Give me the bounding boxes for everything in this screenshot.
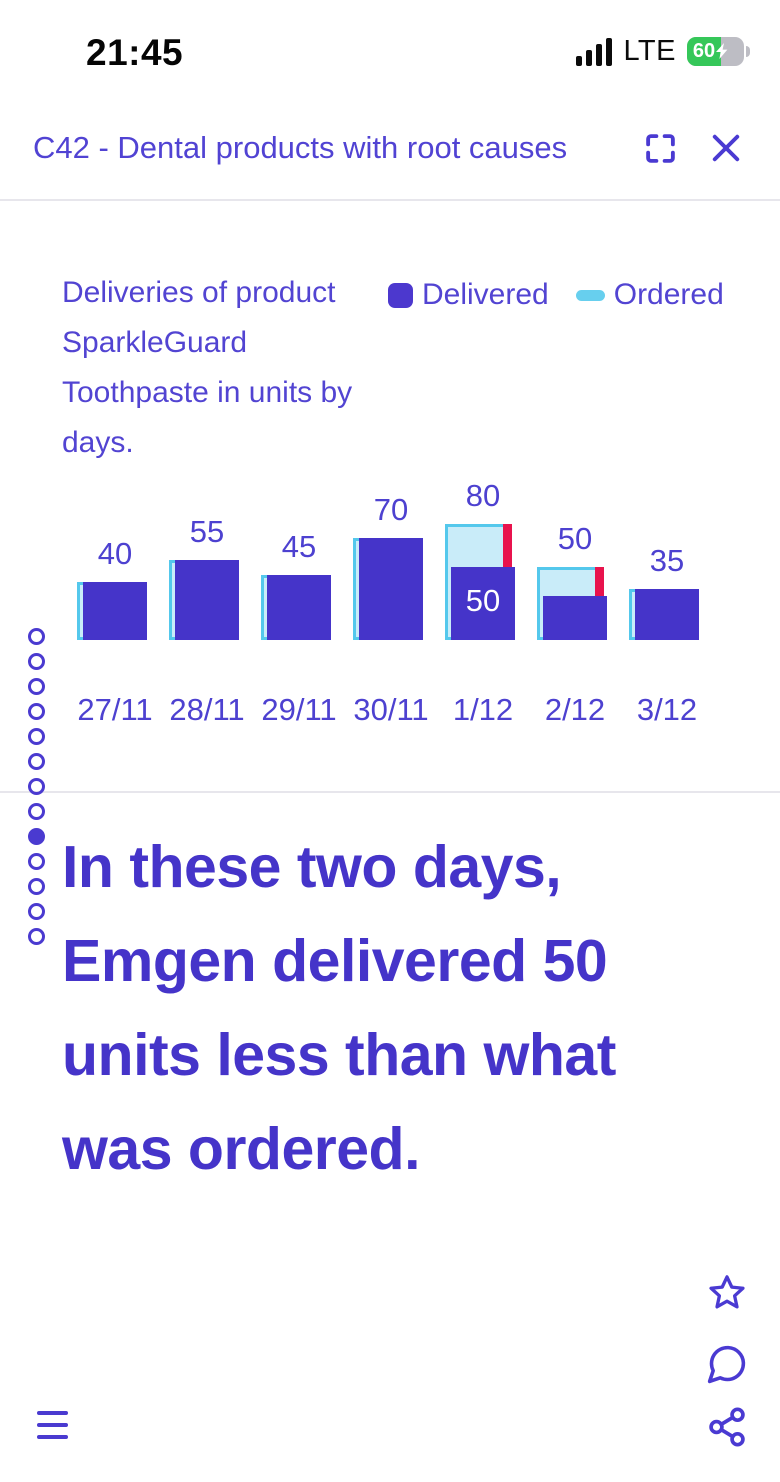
x-tick-label: 29/11: [261, 692, 337, 727]
headline-line: was ordered.: [62, 1116, 420, 1182]
page-dot-10[interactable]: [28, 853, 45, 870]
bar-value-label: 70: [373, 492, 409, 527]
page-dot-6[interactable]: [28, 753, 45, 770]
delivered-bar: [543, 596, 607, 640]
bar-plot: 40 55 45 70 50 80 50 35: [69, 465, 713, 640]
network-type-label: LTE: [623, 35, 676, 67]
bar-group-3/12[interactable]: 35: [621, 465, 713, 640]
page-dot-1[interactable]: [28, 628, 45, 645]
hamburger-icon: [37, 1411, 68, 1415]
fullscreen-icon: [646, 134, 675, 163]
bar-group-27/11[interactable]: 40: [69, 465, 161, 640]
page-dot-9[interactable]: [28, 828, 45, 845]
delivered-bar: [175, 560, 239, 640]
legend-label-ordered: Ordered: [613, 278, 724, 311]
ordered-swatch-icon: [575, 289, 605, 301]
x-tick-label: 1/12: [452, 692, 514, 727]
page-dot-3[interactable]: [28, 678, 45, 695]
page-dot-11[interactable]: [28, 878, 45, 895]
x-tick-label: 3/12: [636, 692, 698, 727]
comment-button[interactable]: [704, 1342, 749, 1392]
star-icon: [709, 1275, 745, 1309]
bar-inner-value-label: 50: [465, 583, 501, 618]
bar-value-label: 80: [465, 478, 501, 513]
page-dot-7[interactable]: [28, 778, 45, 795]
battery-icon: 60: [687, 37, 750, 66]
share-icon: [709, 1407, 745, 1447]
shortfall-stripe: [595, 567, 604, 596]
chart-title: Deliveries of product SparkleGuard Tooth…: [62, 276, 353, 459]
x-tick-label: 30/11: [353, 692, 429, 727]
charging-bolt-icon: [716, 43, 728, 59]
page-title: C42 - Dental products with root causes: [33, 130, 568, 165]
bar-value-label: 45: [281, 529, 317, 564]
menu-button[interactable]: [37, 1411, 68, 1439]
battery-percent-label: 60: [687, 37, 721, 66]
page-dot-5[interactable]: [28, 728, 45, 745]
close-icon: [712, 134, 740, 162]
chart-legend: Delivered Ordered: [388, 278, 724, 312]
x-tick-label: 28/11: [169, 692, 245, 727]
delivered-bar: [451, 567, 515, 640]
delivered-bar: [359, 538, 423, 640]
shortfall-stripe: [503, 524, 512, 567]
headline: In these two days, Emgen delivered 50 unit…: [62, 820, 616, 1196]
bar-value-label: 35: [649, 543, 685, 578]
delivered-swatch-icon: [388, 282, 413, 308]
share-button[interactable]: [706, 1406, 748, 1453]
headline-line: units less than what: [62, 1022, 616, 1088]
x-axis: 27/11 28/11 29/11 30/11 1/12 2/12 3/12: [69, 692, 713, 728]
header-divider: [0, 199, 780, 201]
bar-group-28/11[interactable]: 55: [161, 465, 253, 640]
cellular-signal-icon: [575, 37, 613, 66]
bar-value-label: 40: [97, 536, 133, 571]
fullscreen-button[interactable]: [644, 132, 677, 170]
favorite-button[interactable]: [706, 1272, 748, 1319]
page-dot-2[interactable]: [28, 653, 45, 670]
bar-group-1/12[interactable]: 50 80: [437, 465, 529, 640]
status-time: 21:45: [86, 32, 184, 73]
legend-label-delivered: Delivered: [422, 278, 549, 311]
legend-item-ordered: Ordered: [575, 278, 724, 312]
x-tick-label: 27/11: [77, 692, 153, 727]
headline-line: In these two days,: [62, 834, 562, 900]
bar-group-2/12[interactable]: 50: [529, 465, 621, 640]
bar-group-29/11[interactable]: 45: [253, 465, 345, 640]
page-dot-12[interactable]: [28, 903, 45, 920]
headline-line: Emgen delivered 50: [62, 928, 608, 994]
delivered-bar: [635, 589, 699, 640]
chat-bubble-icon: [707, 1345, 746, 1384]
delivered-bar: [83, 582, 147, 640]
x-tick-label: 2/12: [544, 692, 606, 727]
page-dot-4[interactable]: [28, 703, 45, 720]
status-indicators: LTE 60: [575, 35, 750, 68]
section-divider: [0, 791, 780, 793]
page-dot-13[interactable]: [28, 928, 45, 945]
bar-value-label: 55: [189, 514, 225, 549]
legend-item-delivered: Delivered: [388, 278, 549, 312]
close-button[interactable]: [708, 130, 744, 171]
page-dot-8[interactable]: [28, 803, 45, 820]
bar-value-label: 50: [557, 521, 593, 556]
page-dots: [28, 628, 45, 945]
delivered-bar: [267, 575, 331, 640]
bar-group-30/11[interactable]: 70: [345, 465, 437, 640]
